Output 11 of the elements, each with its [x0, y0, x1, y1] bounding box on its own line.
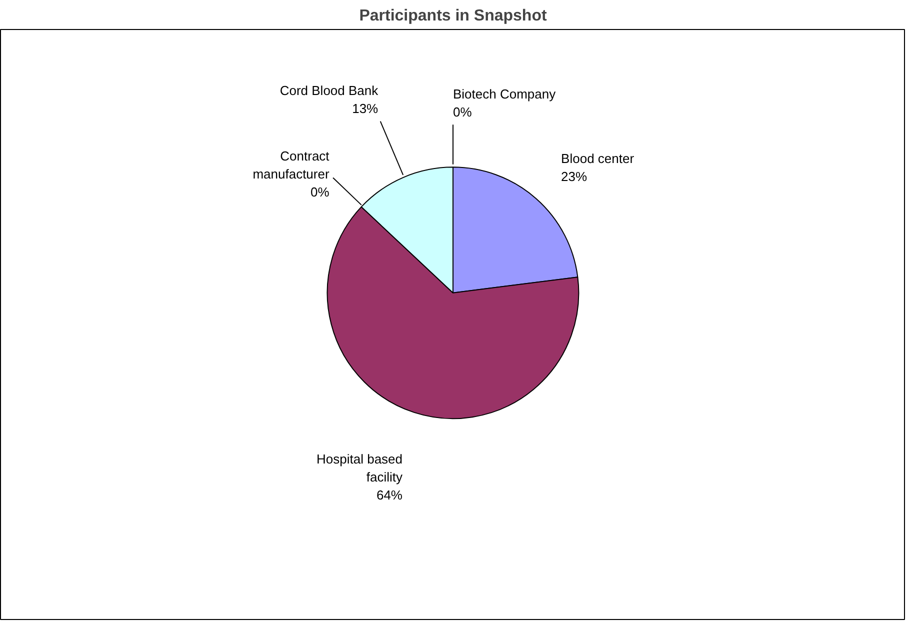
text: 0%	[310, 184, 330, 200]
slice-label: Cord Blood Bank	[280, 83, 379, 98]
data-label: 13%	[352, 101, 379, 116]
data-label: 64%	[376, 488, 403, 503]
chart-title: Participants in Snapshot	[359, 8, 548, 24]
category-label: Contract manufacturer	[252, 148, 330, 182]
category-label: Biotech Company	[453, 86, 556, 102]
slice-label: Blood center	[561, 151, 635, 166]
slice-label: Hospital based facility	[316, 452, 404, 485]
data-label: 23%	[561, 169, 588, 184]
text: 0%	[453, 104, 472, 120]
